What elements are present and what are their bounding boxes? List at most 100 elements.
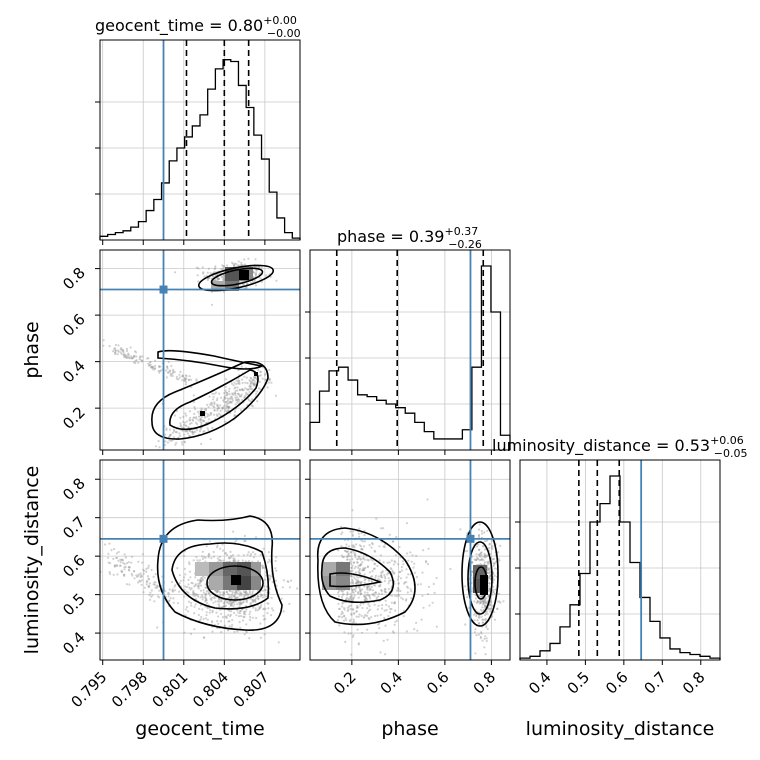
density-cell-ld-t-4 [251, 562, 261, 576]
truth-marker-ld-ph [466, 534, 475, 543]
sample-point [171, 590, 175, 593]
sample-point [230, 395, 233, 398]
sample-point [125, 349, 129, 353]
sample-point [202, 636, 205, 639]
sample-point [213, 401, 216, 404]
sample-point [377, 585, 381, 588]
ylabel-phase: phase [21, 321, 43, 378]
sample-point [391, 570, 394, 573]
sample-point [128, 583, 131, 586]
sample-point [132, 570, 135, 573]
sample-point [263, 373, 266, 376]
sample-point [368, 618, 371, 621]
sample-point [173, 371, 176, 374]
sample-point [102, 344, 105, 347]
sample-point [233, 410, 237, 413]
sample-point [183, 440, 186, 443]
sample-point [479, 637, 482, 640]
sample-point [395, 595, 398, 598]
sample-point [480, 552, 483, 555]
sample-point [154, 581, 157, 584]
sample-point [381, 570, 384, 573]
sample-point [304, 578, 306, 580]
sample-point [395, 535, 398, 539]
sample-point [358, 544, 361, 547]
sample-point [167, 435, 170, 439]
sample-point [195, 379, 198, 382]
tick-label-y-luminosity-distance-3: 0.7 [59, 513, 89, 543]
sample-point [240, 393, 243, 396]
sample-point [222, 265, 225, 268]
sample-point [421, 571, 424, 574]
sample-point [163, 443, 167, 446]
sample-point [217, 615, 220, 618]
sample-point [192, 592, 195, 595]
tick-label-x-phase-2: 0.6 [423, 668, 453, 698]
sample-point [194, 593, 197, 596]
sample-point [257, 595, 260, 598]
sample-point [224, 605, 227, 608]
sample-point [206, 413, 209, 416]
sample-point [230, 401, 233, 404]
sample-point [258, 607, 261, 610]
tick-label-x-luminosity-distance-2: 0.6 [602, 668, 632, 698]
sample-point [182, 415, 185, 418]
sample-point [122, 353, 125, 356]
sample-point [352, 561, 355, 564]
sample-point [184, 441, 187, 444]
sample-point [168, 428, 172, 431]
sample-point [363, 581, 366, 585]
sample-point [248, 379, 251, 382]
sample-point [194, 597, 197, 600]
sample-point [488, 570, 491, 573]
sample-point [369, 558, 373, 561]
sample-point [244, 387, 247, 390]
sample-point [355, 586, 358, 589]
sample-point [223, 602, 226, 605]
sample-point [360, 614, 363, 618]
sample-point [483, 598, 486, 601]
sample-point [340, 613, 343, 616]
sample-point [250, 377, 253, 380]
sample-point [493, 567, 496, 570]
sample-point [476, 619, 479, 622]
sample-point [149, 591, 152, 594]
sample-point [234, 389, 237, 393]
sample-point [376, 608, 379, 611]
sample-point [148, 584, 151, 588]
sample-point [344, 549, 347, 552]
sample-point [482, 599, 485, 603]
sample-point [114, 351, 117, 354]
sample-point [139, 575, 142, 579]
sample-point [253, 376, 256, 379]
sample-point [254, 274, 258, 277]
sample-point [349, 555, 352, 558]
sample-point [255, 377, 258, 380]
sample-point [126, 354, 129, 357]
sample-point [121, 570, 124, 573]
sample-point [483, 540, 486, 543]
sample-point [207, 406, 210, 409]
sample-point [492, 585, 495, 588]
sample-point [232, 530, 235, 533]
sample-point [251, 398, 254, 401]
sample-point [362, 568, 365, 572]
sample-point [195, 556, 198, 559]
sample-point [475, 553, 478, 556]
sample-point [115, 564, 119, 568]
sample-point [257, 597, 260, 600]
sample-point [255, 392, 258, 395]
sample-point [355, 581, 358, 584]
sample-point [110, 549, 113, 552]
sample-point [488, 543, 491, 546]
sample-point [275, 569, 278, 572]
sample-point [368, 587, 372, 590]
sample-point [175, 431, 178, 434]
sample-point [246, 388, 249, 391]
sample-point [228, 556, 231, 559]
sample-point [349, 618, 352, 621]
sample-point [236, 591, 239, 595]
sample-point [231, 593, 234, 596]
sample-point [359, 592, 362, 595]
sample-point [354, 590, 357, 593]
